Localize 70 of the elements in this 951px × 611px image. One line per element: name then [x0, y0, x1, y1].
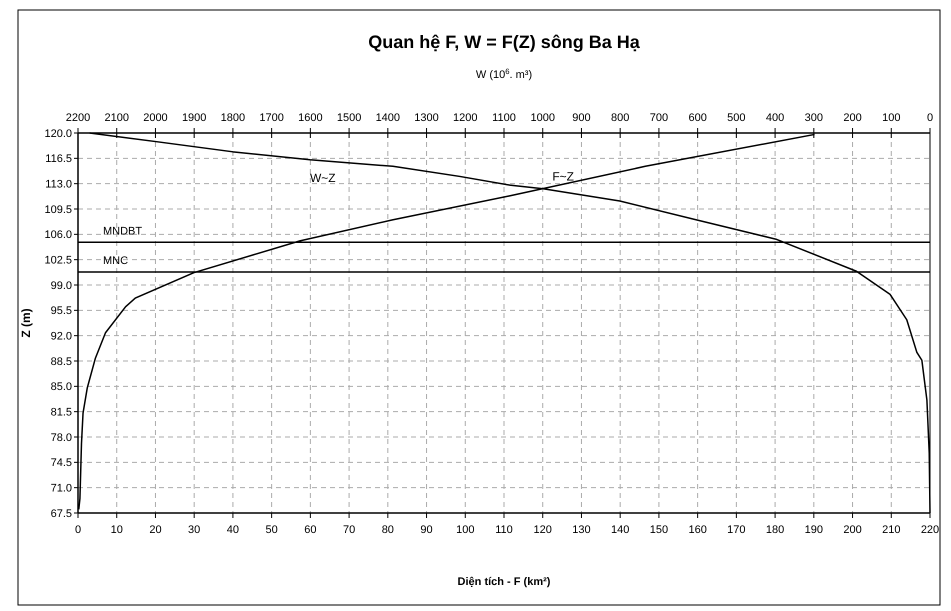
x2-tick-label: 1800 [220, 112, 246, 124]
x2-tick-label: 300 [804, 112, 823, 124]
x2-tick-label: 1200 [453, 112, 478, 124]
y-tick-label: 71.0 [50, 482, 72, 495]
y-tick-label: 88.5 [50, 356, 72, 368]
x-tick-label: 60 [304, 524, 316, 536]
x2-tick-label: 400 [766, 112, 784, 124]
x-tick-label: 30 [188, 524, 200, 536]
x2-tick-label: 900 [572, 112, 591, 124]
y-tick-label: 99.0 [50, 280, 72, 292]
y-tick-label: 78.0 [50, 432, 72, 444]
x-tick-label: 220 [920, 524, 940, 536]
x-tick-label: 140 [611, 524, 630, 536]
x2-tick-label: 1900 [182, 112, 206, 124]
y-tick-label: 81.5 [50, 406, 72, 419]
x2-tick-label: 1700 [259, 112, 284, 124]
y-tick-label: 109.5 [44, 204, 72, 216]
x2-tick-label: 800 [611, 112, 630, 124]
series-label: W~Z [310, 170, 336, 185]
ref-line-label: MNDBT [103, 225, 142, 238]
x-tick-label: 70 [342, 524, 356, 536]
x2-tick-label: 1300 [414, 112, 439, 124]
x-tick-label: 20 [149, 524, 162, 536]
y-tick-label: 67.5 [50, 508, 72, 520]
y-tick-label: 92.0 [50, 330, 72, 343]
y-axis-title: Z (m) [19, 308, 33, 338]
x-axis-title: Diện tích - F (km²) [458, 576, 551, 588]
x-tick-label: 50 [266, 524, 278, 536]
y-tick-label: 120.0 [44, 128, 72, 140]
x-tick-label: 170 [727, 524, 746, 536]
y-tick-label: 116.5 [45, 153, 72, 166]
x-tick-label: 130 [572, 524, 591, 536]
x-tick-label: 100 [456, 524, 474, 536]
x-tick-label: 10 [110, 524, 123, 536]
x-tick-label: 210 [882, 524, 900, 536]
series-label: F~Z [552, 170, 574, 184]
x2-tick-label: 600 [688, 112, 707, 124]
x2-tick-label: 0 [926, 112, 934, 124]
y-tick-label: 106.0 [44, 229, 72, 242]
x-tick-label: 180 [766, 524, 784, 536]
chart-title: Quan hệ F, W = F(Z) sông Ba Hạ [368, 32, 641, 52]
x2-tick-label: 2000 [143, 112, 168, 124]
x-tick-label: 0 [74, 524, 82, 536]
x2-tick-label: 1100 [492, 112, 516, 124]
x-tick-label: 120 [534, 524, 552, 536]
x2-tick-label: 1000 [530, 112, 555, 124]
x-tick-label: 90 [420, 524, 433, 536]
y-tick-label: 113.0 [45, 178, 72, 191]
x2-tick-label: 200 [843, 112, 862, 124]
x2-tick-label: 1400 [376, 112, 400, 124]
x-tick-label: 150 [650, 524, 668, 536]
x-tick-label: 200 [843, 524, 862, 536]
y-tick-label: 102.5 [44, 254, 72, 267]
x2-tick-label: 500 [727, 112, 746, 124]
x2-tick-label: 1500 [336, 112, 362, 124]
y-tick-label: 85.0 [50, 381, 72, 394]
x2-tick-label: 2100 [104, 112, 129, 124]
x-tick-label: 190 [804, 524, 823, 536]
x2-tick-label: 2200 [66, 112, 90, 124]
x2-axis-title: W (10$^{6}$. m³) [476, 66, 532, 81]
x-tick-label: 160 [688, 524, 707, 536]
x2-tick-label: 100 [882, 112, 900, 124]
x-tick-label: 40 [226, 524, 240, 536]
x-tick-label: 110 [495, 524, 513, 536]
y-tick-label: 74.5 [50, 457, 72, 470]
ref-line-label: MNC [103, 254, 128, 267]
x-tick-label: 80 [382, 524, 394, 536]
x2-tick-label: 1600 [298, 112, 323, 124]
x2-tick-label: 700 [650, 112, 668, 124]
y-tick-label: 95.5 [50, 305, 72, 318]
